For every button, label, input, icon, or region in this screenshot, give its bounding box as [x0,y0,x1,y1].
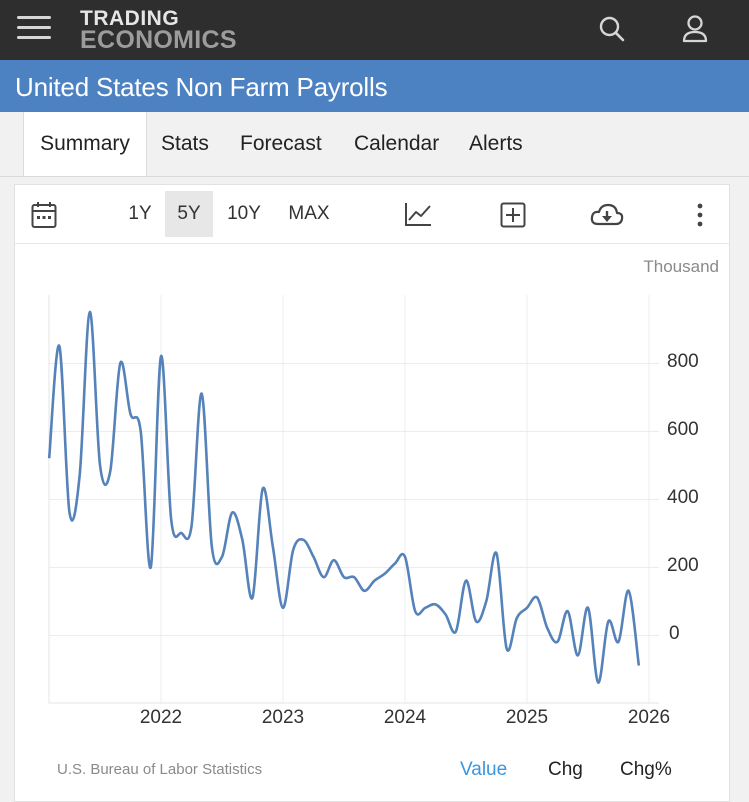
x-tick-2023: 2023 [261,707,305,728]
tab-summary[interactable]: Summary [23,112,147,176]
y-tick-400: 400 [667,487,699,508]
plus-square-icon[interactable] [500,202,526,228]
range-10y-label: 10Y [227,203,261,224]
chg-percent-toggle[interactable]: Chg% [620,759,672,780]
range-5y-button[interactable]: 5Y [165,191,213,237]
user-icon[interactable] [681,14,709,44]
more-vertical-icon[interactable] [696,203,704,227]
hamburger-menu-icon[interactable] [17,14,51,42]
line-chart-icon[interactable] [404,201,432,227]
line-chart [47,295,659,704]
chart-card: 1Y 5Y 10Y MAX [14,184,730,802]
tab-stats-label: Stats [161,132,209,155]
x-tick-2026: 2026 [627,707,671,728]
range-max-label: MAX [288,203,330,224]
tab-alerts-label: Alerts [469,132,523,155]
x-tick-2024: 2024 [383,707,427,728]
range-10y-button[interactable]: 10Y [219,191,269,237]
chart-toolbar: 1Y 5Y 10Y MAX [15,185,729,244]
site-logo[interactable]: TRADING ECONOMICS [80,8,237,53]
tab-bar: Summary Stats Forecast Calendar Alerts [0,112,749,177]
tab-calendar-label: Calendar [354,132,440,155]
tab-summary-label: Summary [40,132,130,155]
cloud-download-icon[interactable] [590,202,624,228]
data-source: U.S. Bureau of Labor Statistics [57,761,263,778]
chg-toggle[interactable]: Chg [548,759,583,780]
tab-calendar[interactable]: Calendar [354,112,439,175]
y-tick-0: 0 [669,623,680,644]
range-max-button[interactable]: MAX [281,191,337,237]
y-tick-600: 600 [667,419,699,440]
tab-forecast-label: Forecast [240,132,322,155]
series-line-non-farm-payrolls [47,310,641,684]
x-tick-2025: 2025 [505,707,549,728]
y-tick-200: 200 [667,555,699,576]
x-tick-2022: 2022 [139,707,183,728]
range-1y-label: 1Y [128,203,152,224]
tab-forecast[interactable]: Forecast [240,112,322,175]
range-1y-button[interactable]: 1Y [119,191,161,237]
page-title: United States Non Farm Payrolls [15,72,388,102]
tab-alerts[interactable]: Alerts [469,112,523,175]
chart-series-layer [47,310,641,684]
logo-line-2: ECONOMICS [80,26,237,54]
page-title-bar: United States Non Farm Payrolls [0,60,749,112]
plot-frame [48,295,659,704]
search-icon[interactable] [598,15,626,43]
unit-label: Thousand [643,257,719,276]
top-bar: TRADING ECONOMICS [0,0,749,60]
chart-grid [48,295,659,704]
logo-line-1: TRADING [80,7,180,30]
value-toggle[interactable]: Value [460,759,508,780]
calendar-icon[interactable] [31,201,57,229]
y-tick-800: 800 [667,351,699,372]
range-5y-label: 5Y [177,203,201,224]
tab-stats[interactable]: Stats [161,112,209,175]
